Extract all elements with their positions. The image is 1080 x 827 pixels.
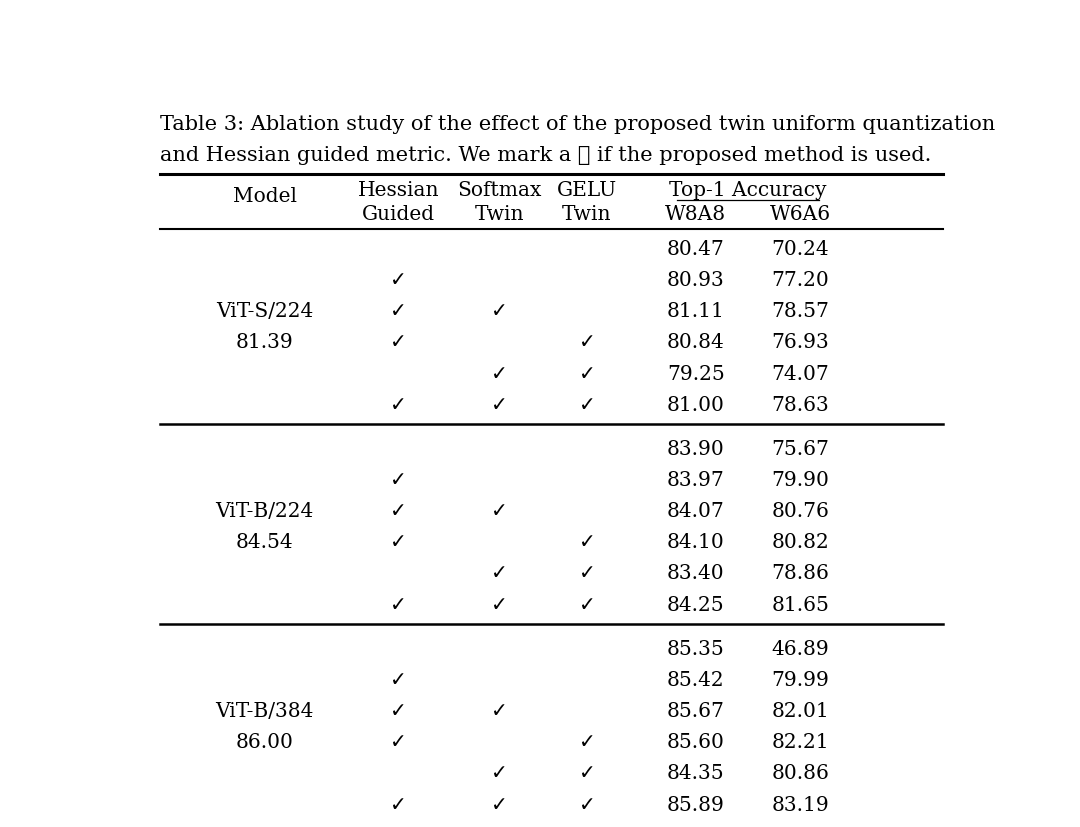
Text: Model: Model <box>232 187 297 206</box>
Text: 79.25: 79.25 <box>667 365 725 384</box>
Text: ✓: ✓ <box>579 734 595 753</box>
Text: ✓: ✓ <box>390 671 407 690</box>
Text: ✓: ✓ <box>390 796 407 815</box>
Text: ✓: ✓ <box>390 734 407 753</box>
Text: Table 3: Ablation study of the effect of the proposed twin uniform quantization: Table 3: Ablation study of the effect of… <box>160 115 996 134</box>
Text: ✓: ✓ <box>390 395 407 414</box>
Text: ✓: ✓ <box>490 395 508 414</box>
Text: ✓: ✓ <box>490 595 508 614</box>
Text: ✓: ✓ <box>490 302 508 321</box>
Text: 78.57: 78.57 <box>771 302 829 321</box>
Text: ✓: ✓ <box>390 702 407 721</box>
Text: ✓: ✓ <box>490 702 508 721</box>
Text: ✓: ✓ <box>490 365 508 384</box>
Text: ✓: ✓ <box>579 565 595 584</box>
Text: 81.00: 81.00 <box>666 395 725 414</box>
Text: ✓: ✓ <box>390 302 407 321</box>
Text: ✓: ✓ <box>579 333 595 352</box>
Text: 80.82: 80.82 <box>771 533 829 552</box>
Text: 85.67: 85.67 <box>666 702 725 721</box>
Text: W8A8: W8A8 <box>665 205 727 224</box>
Text: 84.25: 84.25 <box>667 595 725 614</box>
Text: 85.89: 85.89 <box>666 796 725 815</box>
Text: 81.65: 81.65 <box>771 595 829 614</box>
Text: ✓: ✓ <box>579 395 595 414</box>
Text: 80.84: 80.84 <box>667 333 725 352</box>
Text: Twin: Twin <box>474 205 524 224</box>
Text: 85.35: 85.35 <box>667 639 725 658</box>
Text: ✓: ✓ <box>490 565 508 584</box>
Text: 84.54: 84.54 <box>235 533 294 552</box>
Text: 79.99: 79.99 <box>771 671 829 690</box>
Text: 83.90: 83.90 <box>667 440 725 459</box>
Text: 80.86: 80.86 <box>771 764 829 783</box>
Text: 74.07: 74.07 <box>771 365 829 384</box>
Text: ViT-S/224: ViT-S/224 <box>216 302 313 321</box>
Text: 84.10: 84.10 <box>667 533 725 552</box>
Text: Softmax: Softmax <box>457 181 541 200</box>
Text: 76.93: 76.93 <box>771 333 829 352</box>
Text: GELU: GELU <box>557 181 617 200</box>
Text: 82.21: 82.21 <box>771 734 829 753</box>
Text: 81.39: 81.39 <box>235 333 294 352</box>
Text: 85.60: 85.60 <box>666 734 725 753</box>
Text: 80.47: 80.47 <box>667 240 725 259</box>
Text: 77.20: 77.20 <box>771 271 829 290</box>
Text: 84.07: 84.07 <box>667 502 725 521</box>
Text: 84.35: 84.35 <box>667 764 725 783</box>
Text: 85.42: 85.42 <box>667 671 725 690</box>
Text: and Hessian guided metric. We mark a ✓ if the proposed method is used.: and Hessian guided metric. We mark a ✓ i… <box>160 146 931 165</box>
Text: 83.40: 83.40 <box>667 565 725 584</box>
Text: ✓: ✓ <box>390 502 407 521</box>
Text: ✓: ✓ <box>490 502 508 521</box>
Text: ✓: ✓ <box>579 595 595 614</box>
Text: 70.24: 70.24 <box>771 240 829 259</box>
Text: ✓: ✓ <box>579 796 595 815</box>
Text: ✓: ✓ <box>390 595 407 614</box>
Text: 86.00: 86.00 <box>235 734 294 753</box>
Text: ✓: ✓ <box>579 764 595 783</box>
Text: ✓: ✓ <box>490 764 508 783</box>
Text: 75.67: 75.67 <box>771 440 829 459</box>
Text: ✓: ✓ <box>390 471 407 490</box>
Text: ViT-B/224: ViT-B/224 <box>216 502 314 521</box>
Text: ✓: ✓ <box>390 333 407 352</box>
Text: Guided: Guided <box>362 205 435 224</box>
Text: ViT-B/384: ViT-B/384 <box>216 702 314 721</box>
Text: 79.90: 79.90 <box>771 471 829 490</box>
Text: 78.63: 78.63 <box>771 395 829 414</box>
Text: 80.76: 80.76 <box>771 502 829 521</box>
Text: 83.97: 83.97 <box>667 471 725 490</box>
Text: 82.01: 82.01 <box>771 702 829 721</box>
Text: ✓: ✓ <box>490 796 508 815</box>
Text: ✓: ✓ <box>579 533 595 552</box>
Text: W6A6: W6A6 <box>770 205 831 224</box>
Text: 83.19: 83.19 <box>771 796 829 815</box>
Text: 46.89: 46.89 <box>771 639 829 658</box>
Text: Top-1 Accuracy: Top-1 Accuracy <box>670 181 827 200</box>
Text: ✓: ✓ <box>390 271 407 290</box>
Text: 80.93: 80.93 <box>667 271 725 290</box>
Text: 81.11: 81.11 <box>666 302 725 321</box>
Text: Twin: Twin <box>563 205 611 224</box>
Text: ✓: ✓ <box>579 365 595 384</box>
Text: Hessian: Hessian <box>357 181 440 200</box>
Text: 78.86: 78.86 <box>771 565 829 584</box>
Text: ✓: ✓ <box>390 533 407 552</box>
